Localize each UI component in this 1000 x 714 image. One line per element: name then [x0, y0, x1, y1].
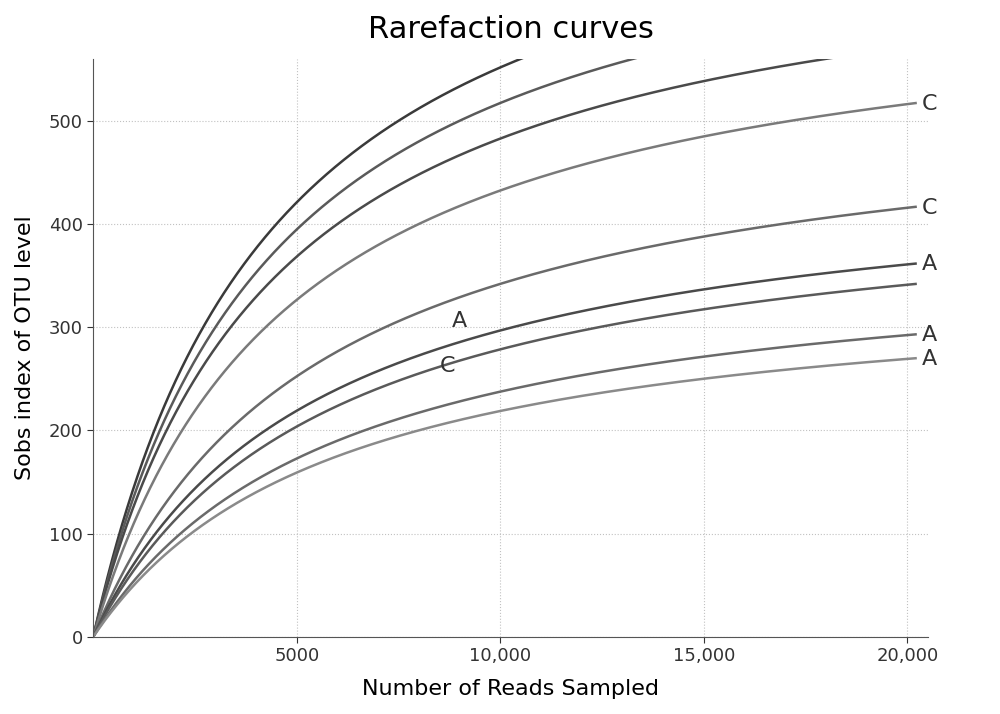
Text: B: B: [0, 713, 1, 714]
Text: C: C: [922, 94, 937, 114]
X-axis label: Number of Reads Sampled: Number of Reads Sampled: [362, 679, 659, 699]
Text: C: C: [439, 356, 455, 376]
Text: A: A: [922, 254, 937, 274]
Text: A: A: [922, 325, 937, 345]
Text: A: A: [452, 311, 467, 331]
Text: C: C: [922, 198, 937, 218]
Title: Rarefaction curves: Rarefaction curves: [368, 15, 653, 44]
Text: B: B: [0, 713, 1, 714]
Text: B: B: [0, 713, 1, 714]
Text: A: A: [922, 349, 937, 369]
Y-axis label: Sobs index of OTU level: Sobs index of OTU level: [15, 216, 35, 480]
